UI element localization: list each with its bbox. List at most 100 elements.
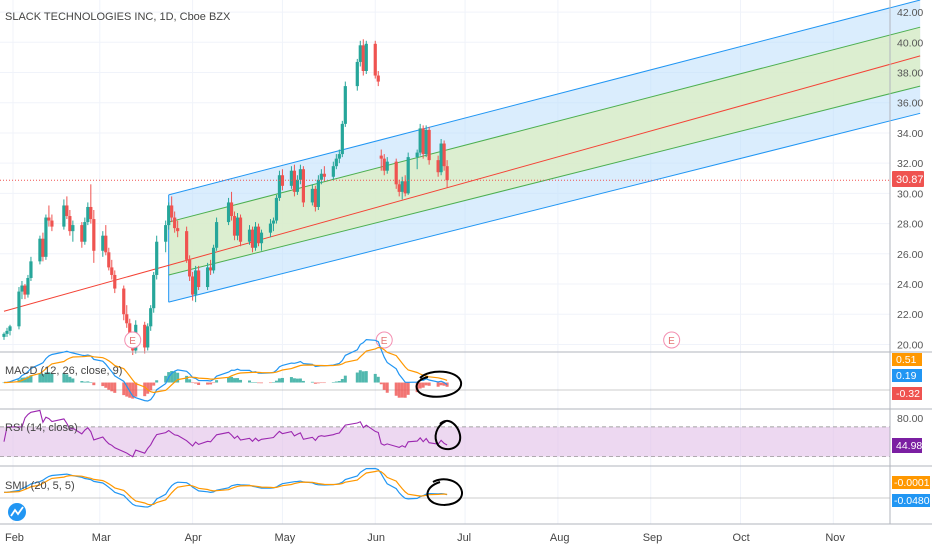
svg-text:E: E: [668, 336, 675, 347]
candle: [361, 39, 365, 76]
candle: [143, 321, 147, 354]
price-tick: 38.00: [897, 68, 923, 80]
month-label: Feb: [5, 532, 24, 544]
candle: [316, 175, 320, 210]
macd-line: [3, 338, 448, 402]
candle: [167, 202, 171, 230]
candle: [80, 222, 84, 248]
smii-pane[interactable]: SMII (20, 5, 5) -0.0001 -0.0480: [0, 465, 932, 508]
candle: [421, 125, 425, 159]
price-tick: 30.00: [897, 188, 923, 200]
smii-label: SMII (20, 5, 5): [5, 480, 75, 492]
price-tick: 22.00: [897, 309, 923, 321]
candle: [26, 274, 30, 298]
candle: [164, 220, 168, 253]
svg-text:E: E: [129, 336, 136, 347]
candle: [415, 149, 419, 170]
annotation-circle-macd: [415, 370, 463, 398]
smii-signal-line: [4, 470, 448, 506]
candle: [107, 247, 111, 271]
candle: [289, 166, 294, 189]
candle: [379, 149, 383, 171]
candle: [149, 305, 153, 331]
candle: [337, 149, 341, 164]
price-tick: 20.00: [897, 339, 923, 351]
candle: [89, 184, 93, 224]
rsi-value: 44.98: [896, 440, 922, 452]
price-tick: 40.00: [897, 37, 923, 49]
annotation-circle-smii: [426, 478, 463, 506]
price-tick: 36.00: [897, 98, 923, 110]
macd-label: MACD (12, 26, close, 9): [5, 365, 122, 377]
channel-lower-line: [168, 112, 921, 303]
candle: [208, 259, 213, 275]
candle: [301, 166, 305, 207]
candle: [122, 285, 126, 321]
price-axis[interactable]: 42.00 40.00 38.00 36.00 34.00 32.00 30.00 28.00…: [892, 7, 924, 351]
candle: [373, 40, 377, 79]
candle: [194, 265, 198, 303]
candle: [382, 154, 386, 176]
rsi-pane[interactable]: RSI (14, close) 80.00 44.98: [0, 408, 932, 458]
candle: [439, 138, 443, 176]
price-tick: 32.00: [897, 158, 923, 170]
candle: [23, 284, 27, 300]
candle: [394, 158, 398, 189]
candle: [173, 211, 177, 233]
candle: [358, 40, 362, 67]
candle: [125, 305, 129, 328]
candle: [101, 231, 105, 257]
earnings-marker[interactable]: E: [124, 331, 142, 349]
candle: [406, 152, 410, 195]
candle: [271, 217, 276, 232]
candle: [214, 217, 219, 251]
smii-line: [3, 467, 448, 508]
candle: [104, 225, 108, 256]
candle: [41, 232, 45, 262]
candle: [5, 327, 9, 337]
channel-inner-lower-line: [168, 85, 921, 276]
candle: [65, 196, 69, 220]
svg-text:E: E: [381, 336, 388, 347]
chart-title: SLACK TECHNOLOGIES INC, 1D, Cboe BZX: [5, 11, 231, 23]
candle: [44, 214, 48, 260]
candle: [92, 209, 96, 263]
candle: [232, 211, 237, 241]
candle: [298, 164, 303, 185]
candle: [226, 197, 231, 226]
time-axis[interactable]: Feb Mar Apr May Jun Jul Aug Sep Oct Nov: [0, 523, 932, 544]
macd-histogram: [2, 370, 449, 399]
candle: [205, 262, 210, 291]
macd-pane[interactable]: MACD (12, 26, close, 9) 0.51 0.19 -0.32: [0, 338, 932, 402]
candle: [155, 235, 159, 280]
candle: [424, 125, 428, 158]
candle: [86, 202, 90, 226]
earnings-marker[interactable]: E: [375, 331, 393, 349]
candle: [152, 271, 156, 313]
price-tick: 26.00: [897, 249, 923, 261]
candle: [385, 157, 389, 174]
candle: [340, 120, 344, 158]
macd-signal-line: [4, 346, 448, 394]
candle: [403, 175, 407, 197]
candle: [295, 175, 300, 195]
smii-value-1: -0.0001: [894, 477, 930, 489]
candle: [319, 169, 323, 185]
candle: [191, 271, 195, 301]
rsi-band: [0, 426, 890, 457]
earnings-marker[interactable]: E: [663, 331, 681, 349]
candle: [197, 265, 201, 291]
candle: [68, 209, 72, 236]
month-label: May: [274, 532, 295, 544]
candle: [268, 219, 273, 238]
month-label: Aug: [550, 532, 570, 544]
candle: [8, 324, 12, 336]
candle: [71, 220, 75, 242]
candle: [29, 256, 33, 281]
candle: [250, 226, 255, 253]
tradingview-logo-icon[interactable]: [8, 503, 26, 521]
rsi-line: [3, 409, 448, 458]
candle: [170, 196, 174, 223]
rsi-label: RSI (14, close): [5, 422, 78, 434]
